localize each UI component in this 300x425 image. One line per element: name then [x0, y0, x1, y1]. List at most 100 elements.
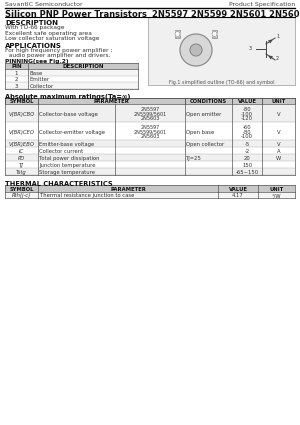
Bar	[262, 97, 295, 104]
Text: VALUE: VALUE	[229, 187, 247, 192]
Text: Collector-emitter voltage: Collector-emitter voltage	[39, 130, 105, 134]
Text: SavantIC Semiconductor: SavantIC Semiconductor	[5, 2, 82, 7]
Bar	[5, 161, 295, 168]
Text: -100: -100	[241, 111, 253, 116]
Bar	[38, 97, 185, 104]
Text: -80: -80	[243, 107, 251, 112]
Text: PARAMETER: PARAMETER	[110, 187, 146, 192]
Bar	[175, 30, 180, 38]
Text: DESCRIPTION: DESCRIPTION	[5, 20, 58, 26]
Text: -120: -120	[241, 116, 253, 121]
Bar	[218, 185, 258, 192]
Text: 2: 2	[15, 77, 18, 82]
Text: 1: 1	[276, 34, 279, 39]
Text: V: V	[277, 111, 280, 116]
Bar	[148, 17, 295, 85]
Bar	[232, 97, 262, 104]
Text: SYMBOL: SYMBOL	[9, 187, 34, 192]
Text: PARAMETER: PARAMETER	[94, 99, 129, 104]
Text: Tstg: Tstg	[16, 170, 27, 175]
Text: Collector current: Collector current	[39, 149, 83, 154]
Text: 1: 1	[15, 71, 18, 76]
Text: -60: -60	[243, 125, 251, 130]
Circle shape	[212, 31, 217, 37]
Text: APPLICATIONS: APPLICATIONS	[5, 42, 62, 48]
Text: audio power amplifier and drivers.: audio power amplifier and drivers.	[5, 53, 110, 58]
Text: A: A	[277, 149, 280, 154]
Text: Emitter: Emitter	[30, 77, 50, 82]
Text: Silicon PNP Power Transistors: Silicon PNP Power Transistors	[5, 10, 147, 19]
Text: -65~150: -65~150	[236, 170, 259, 175]
Text: V(BR)CBO: V(BR)CBO	[8, 111, 34, 116]
Text: -80: -80	[243, 130, 251, 134]
Bar	[5, 185, 38, 192]
Bar	[5, 154, 295, 161]
Text: 2N5603: 2N5603	[140, 116, 160, 121]
Text: V(BR)EBO: V(BR)EBO	[8, 142, 34, 147]
Text: DESCRIPTION: DESCRIPTION	[62, 64, 104, 69]
Text: Rth(j-c): Rth(j-c)	[12, 193, 31, 198]
Bar	[5, 69, 138, 76]
Text: W: W	[276, 156, 281, 161]
Text: UNIT: UNIT	[272, 99, 286, 104]
Text: 2N5603: 2N5603	[140, 134, 160, 139]
Text: -2: -2	[244, 149, 250, 154]
Text: CONDITIONS: CONDITIONS	[190, 99, 227, 104]
Text: Fig.1 simplified outline (TO-66) and symbol: Fig.1 simplified outline (TO-66) and sym…	[169, 80, 274, 85]
Bar	[5, 192, 295, 198]
Text: 2: 2	[276, 56, 279, 60]
Text: 20: 20	[244, 156, 250, 161]
Text: UNIT: UNIT	[269, 187, 284, 192]
Text: Open base: Open base	[186, 130, 214, 134]
Text: TJ: TJ	[19, 163, 24, 168]
Text: 150: 150	[242, 163, 252, 168]
Text: Absolute maximum ratings(Ta=∞): Absolute maximum ratings(Ta=∞)	[5, 94, 130, 99]
Text: With TO-66 package: With TO-66 package	[5, 25, 64, 30]
Bar	[38, 185, 218, 192]
Text: VALUE: VALUE	[238, 99, 256, 104]
Bar	[185, 97, 232, 104]
Bar	[5, 147, 295, 154]
Text: °/W: °/W	[272, 193, 281, 198]
Text: PD: PD	[18, 156, 25, 161]
Bar	[5, 122, 295, 140]
Bar	[5, 97, 38, 104]
Text: Base: Base	[30, 71, 43, 76]
Bar	[5, 168, 295, 175]
Text: 2N5597 2N5599 2N5601 2N5603: 2N5597 2N5599 2N5601 2N5603	[152, 10, 300, 19]
Text: V(BR)CEO: V(BR)CEO	[8, 130, 34, 134]
Text: Collector-base voltage: Collector-base voltage	[39, 111, 98, 116]
Text: 2N5597: 2N5597	[140, 107, 160, 112]
Circle shape	[190, 44, 202, 56]
Text: 2N5597: 2N5597	[140, 125, 160, 130]
Text: TJ=25: TJ=25	[186, 156, 202, 161]
Text: Product Specification: Product Specification	[229, 2, 295, 7]
Text: Open emitter: Open emitter	[186, 111, 221, 116]
Text: Low collector saturation voltage: Low collector saturation voltage	[5, 36, 100, 41]
Text: Thermal resistance junction to case: Thermal resistance junction to case	[40, 193, 134, 198]
Bar	[5, 82, 138, 88]
Circle shape	[180, 34, 212, 66]
Circle shape	[175, 31, 180, 37]
Text: 3: 3	[15, 83, 18, 88]
Text: V: V	[277, 142, 280, 147]
Bar	[5, 104, 295, 122]
Text: IC: IC	[19, 149, 24, 154]
Text: THERMAL CHARACTERISTICS: THERMAL CHARACTERISTICS	[5, 181, 112, 187]
Text: SYMBOL: SYMBOL	[9, 99, 34, 104]
Text: -5: -5	[244, 142, 250, 147]
Text: PIN: PIN	[11, 64, 22, 69]
Bar	[5, 140, 295, 147]
Text: V: V	[277, 130, 280, 134]
Bar	[5, 62, 138, 69]
Text: Junction temperature: Junction temperature	[39, 163, 95, 168]
Text: 2N5599/5601: 2N5599/5601	[134, 130, 166, 134]
Bar	[5, 76, 138, 82]
Text: Emitter-base voltage: Emitter-base voltage	[39, 142, 94, 147]
Text: PINNING(see Fig.2): PINNING(see Fig.2)	[5, 59, 69, 64]
Text: 2N5599/5601: 2N5599/5601	[134, 111, 166, 116]
Bar	[212, 30, 217, 38]
Text: -100: -100	[241, 134, 253, 139]
Text: Storage temperature: Storage temperature	[39, 170, 95, 175]
Text: 4.17: 4.17	[232, 193, 244, 198]
